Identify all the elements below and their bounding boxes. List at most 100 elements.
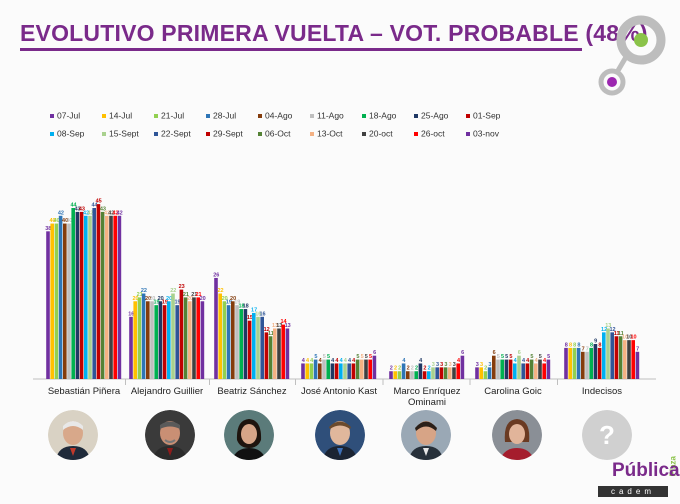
bar (58, 215, 63, 379)
legend-label: 21-Jul (161, 111, 184, 121)
bar (618, 336, 623, 379)
legend-label: 06-Oct (265, 129, 291, 139)
legend-swatch (466, 114, 470, 118)
data-label: 5 (539, 354, 542, 360)
legend-swatch (414, 132, 418, 136)
bar (475, 367, 479, 379)
data-label: 3 (453, 362, 456, 368)
avatar-jose-antonio-kast (315, 410, 365, 460)
legend-swatch (50, 132, 54, 136)
bar (63, 223, 67, 379)
data-label: 5 (323, 354, 326, 360)
bar (418, 363, 423, 379)
bar (610, 332, 614, 379)
bar (54, 223, 59, 379)
legend-label: 11-Ago (317, 111, 344, 121)
data-label: 4 (402, 358, 406, 364)
data-label: 14 (280, 319, 287, 325)
data-label: 21 (137, 292, 143, 298)
legend-swatch (310, 132, 314, 136)
legend-item: 15-Sept (102, 129, 139, 139)
data-label: 5 (501, 354, 504, 360)
legend-label: 08-Sep (57, 129, 85, 139)
data-label: 6 (518, 350, 521, 356)
data-label: 43 (79, 206, 85, 212)
data-label: 10 (630, 335, 636, 341)
bar (623, 340, 627, 379)
data-label: 16 (128, 311, 134, 317)
bar (214, 277, 218, 379)
data-label: 2 (484, 366, 487, 372)
data-label: 44 (70, 203, 77, 209)
bar (222, 301, 227, 379)
data-label: 21 (191, 292, 197, 298)
bar (326, 359, 330, 379)
bar (576, 347, 581, 379)
data-label: 21 (183, 292, 189, 298)
bar (218, 293, 222, 379)
bar (133, 301, 137, 379)
data-label: 11 (268, 331, 274, 337)
legend-label: 18-Ago (369, 111, 397, 121)
data-label: 9 (594, 339, 597, 345)
data-label: 40 (66, 218, 72, 224)
legend-item: 22-Sept (154, 129, 191, 139)
bar (226, 305, 231, 379)
data-label: 7 (582, 346, 585, 352)
legend-label: 26-oct (421, 129, 445, 139)
data-label: 20 (132, 296, 138, 302)
legend-swatch (206, 132, 210, 136)
data-label: 5 (369, 354, 372, 360)
bar (364, 359, 368, 379)
data-label: 5 (509, 354, 512, 360)
bar (239, 309, 243, 379)
data-label: 5 (530, 354, 533, 360)
bar (277, 328, 281, 379)
bar (167, 301, 171, 379)
data-label: 40 (49, 218, 55, 224)
bar (79, 211, 84, 379)
data-label: 4 (319, 358, 323, 364)
chart-legend: 07-Jul 14-Jul 21-Jul 28-Jul 04-Ago 11-Ago 18-A… (50, 111, 501, 139)
data-label: 4 (310, 358, 314, 364)
data-label: 42 (108, 210, 114, 216)
data-label: 40 (62, 218, 68, 224)
bar (309, 363, 314, 379)
legend-item: 06-Oct (258, 129, 291, 139)
bar (158, 301, 163, 379)
legend-swatch (466, 132, 470, 136)
bar (305, 363, 309, 379)
legend-item: 11-Ago (310, 111, 344, 121)
bar (75, 211, 80, 379)
data-label: 13 (276, 323, 282, 329)
category-label: Indecisos (581, 386, 623, 397)
data-label: 3 (436, 362, 439, 368)
data-label: 18 (238, 304, 244, 310)
bar (534, 363, 538, 379)
data-label: 42 (104, 210, 110, 216)
bar (492, 355, 496, 379)
bar (508, 359, 513, 379)
avatar-undecided-question-mark-icon: ? (582, 410, 632, 460)
data-label: 42 (117, 210, 123, 216)
data-label: 4 (535, 358, 539, 364)
bar (137, 297, 142, 379)
legend-item: 04-Ago (258, 111, 293, 121)
bar (322, 359, 326, 379)
bar (597, 347, 602, 379)
data-label: 7 (586, 346, 589, 352)
legend-label: 20-oct (369, 129, 393, 139)
data-label: 19 (153, 300, 159, 306)
bar (631, 340, 635, 379)
bar (260, 316, 264, 379)
bar (496, 359, 500, 379)
bar (192, 297, 196, 379)
category-label: Marco Enríquez Ominami (393, 386, 461, 408)
legend-swatch (258, 114, 262, 118)
data-label: 4 (306, 358, 310, 364)
bar (100, 211, 105, 379)
